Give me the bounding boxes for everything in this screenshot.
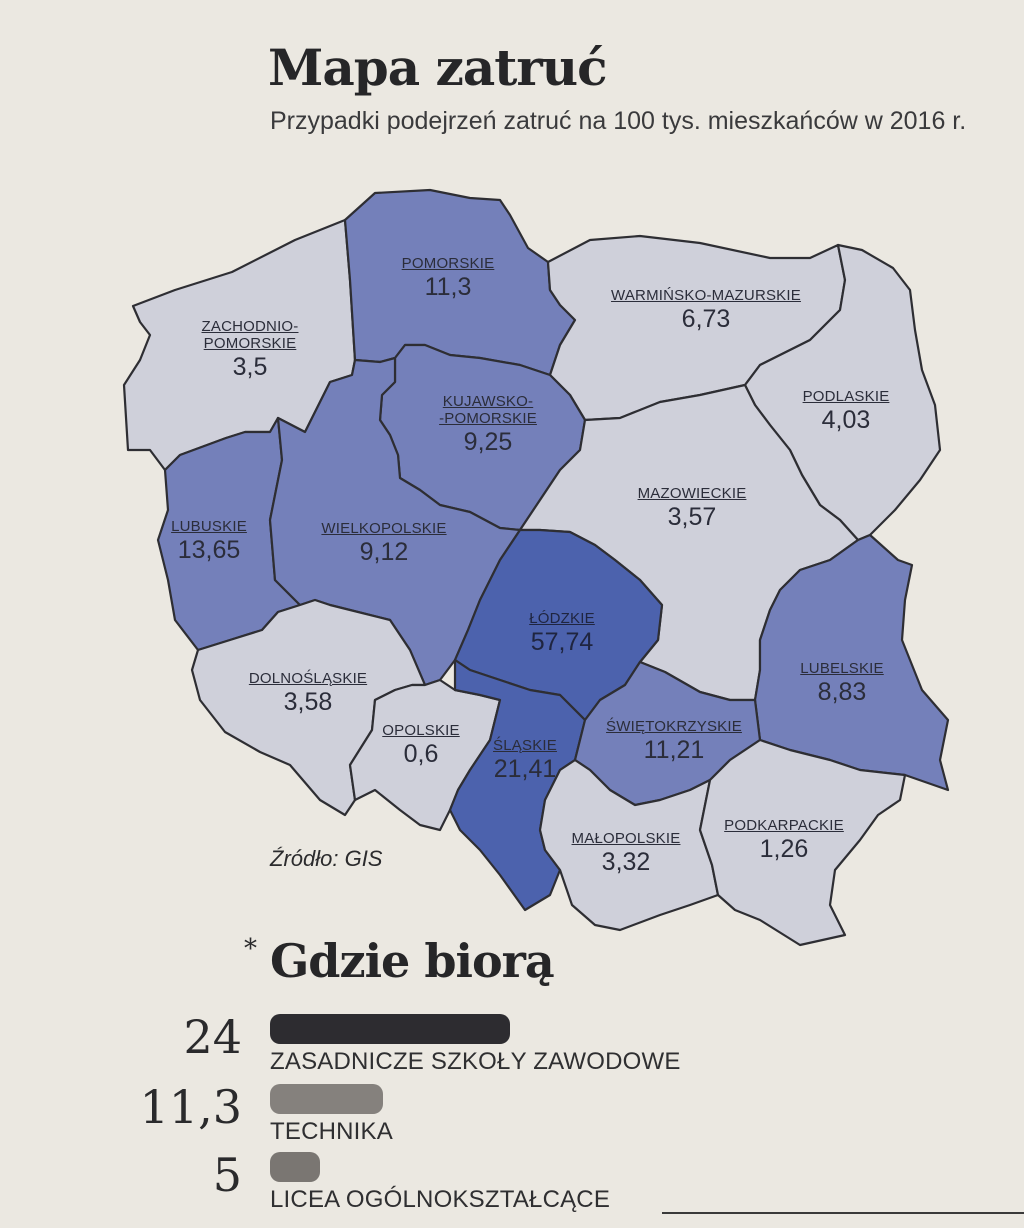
region-name: WIELKOPOLSKIE xyxy=(321,520,447,537)
region-name: DOLNOŚLĄSKIE xyxy=(248,670,368,687)
bar xyxy=(270,1014,510,1044)
label-lubelskie: LUBELSKIE 8,83 xyxy=(800,660,884,707)
label-pomorskie: POMORSKIE 11,3 xyxy=(402,255,495,302)
region-slaskie[interactable] xyxy=(448,658,587,912)
region-name: LUBUSKIE xyxy=(171,518,247,535)
region-name: -POMORSKIE xyxy=(439,410,537,427)
bar-row: 24 ZASADNICZE SZKOŁY ZAWODOWE xyxy=(0,1010,1024,1084)
region-value: 11,3 xyxy=(424,273,472,301)
region-value: 6,73 xyxy=(681,305,731,333)
region-name: PODLASKIE xyxy=(802,388,890,405)
region-name: POMORSKIE xyxy=(203,335,297,352)
bar-value-label: 24 xyxy=(183,1010,242,1064)
region-value: 1,26 xyxy=(759,835,809,863)
bar-category-label: ZASADNICZE SZKOŁY ZAWODOWE xyxy=(270,1048,681,1075)
bar-chart-title: Gdzie biorą xyxy=(270,934,555,988)
region-name: ŚLĄSKIE xyxy=(493,737,557,754)
bar-row: 5 LICEA OGÓLNOKSZTAŁCĄCE xyxy=(0,1148,1024,1222)
region-value: 9,12 xyxy=(359,538,409,566)
region-value: 13,65 xyxy=(177,536,241,564)
map-title: Mapa zatruć xyxy=(268,38,608,97)
region-value: 11,21 xyxy=(643,736,705,764)
region-value: 3,58 xyxy=(283,688,333,716)
divider-line xyxy=(662,1212,1024,1214)
label-lubuskie: LUBUSKIE 13,65 xyxy=(171,518,247,565)
bar-value-label: 11,3 xyxy=(139,1080,242,1134)
region-name: ZACHODNIO- xyxy=(201,318,299,335)
label-warminsko-mazurskie: WARMIŃSKO-MAZURSKIE 6,73 xyxy=(611,287,801,334)
region-value: 9,25 xyxy=(463,428,513,456)
region-value: 3,5 xyxy=(232,353,268,381)
label-swietokrzyskie: ŚWIĘTOKRZYSKIE 11,21 xyxy=(606,718,742,765)
label-podlaskie: PODLASKIE 4,03 xyxy=(803,388,890,435)
label-zachodniopomorskie: ZACHODNIO- POMORSKIE 3,5 xyxy=(202,318,299,382)
region-name: OPOLSKIE xyxy=(382,722,460,739)
region-value: 3,32 xyxy=(601,848,651,876)
label-kujawsko-pomorskie: KUJAWSKO- -POMORSKIE 9,25 xyxy=(439,393,537,457)
bar-value-label: 5 xyxy=(212,1148,242,1202)
region-name: PODKARPACKIE xyxy=(724,817,844,834)
label-malopolskie: MAŁOPOLSKIE 3,32 xyxy=(572,830,681,877)
region-value: 0,6 xyxy=(403,740,439,768)
region-value: 8,83 xyxy=(817,678,867,706)
bar-row: 11,3 TECHNIKA xyxy=(0,1080,1024,1154)
label-podkarpackie: PODKARPACKIE 1,26 xyxy=(724,817,844,864)
label-wielkopolskie: WIELKOPOLSKIE 9,12 xyxy=(321,520,446,567)
source-note: Źródło: GIS xyxy=(270,846,383,871)
footnote-marker: * xyxy=(244,934,257,964)
bar xyxy=(270,1084,383,1114)
region-name: MAZOWIECKIE xyxy=(637,485,747,502)
region-name: ŚWIĘTOKRZYSKIE xyxy=(606,718,742,735)
region-name: KUJAWSKO- xyxy=(442,393,534,410)
region-value: 21,41 xyxy=(493,755,557,783)
label-lodzkie: ŁÓDZKIE 57,74 xyxy=(529,610,595,657)
bar-category-label: TECHNIKA xyxy=(270,1118,393,1145)
label-mazowieckie: MAZOWIECKIE 3,57 xyxy=(638,485,747,532)
region-name: ŁÓDZKIE xyxy=(529,610,595,627)
bar-category-label: LICEA OGÓLNOKSZTAŁCĄCE xyxy=(270,1186,611,1213)
region-name: POMORSKIE xyxy=(401,255,495,272)
region-name: LUBELSKIE xyxy=(800,660,884,677)
map-subtitle: Przypadki podejrzeń zatruć na 100 tys. m… xyxy=(270,107,967,135)
bar xyxy=(270,1152,320,1182)
region-podkarpackie[interactable] xyxy=(698,738,907,947)
region-value: 3,57 xyxy=(667,503,717,531)
region-value: 4,03 xyxy=(821,406,871,434)
region-name: WARMIŃSKO-MAZURSKIE xyxy=(611,287,801,304)
label-slaskie: ŚLĄSKIE 21,41 xyxy=(493,737,557,784)
region-value: 57,74 xyxy=(530,628,594,656)
label-dolnoslaskie: DOLNOŚLĄSKIE 3,58 xyxy=(249,670,367,717)
region-name: MAŁOPOLSKIE xyxy=(571,830,681,847)
label-opolskie: OPOLSKIE 0,6 xyxy=(382,722,459,769)
